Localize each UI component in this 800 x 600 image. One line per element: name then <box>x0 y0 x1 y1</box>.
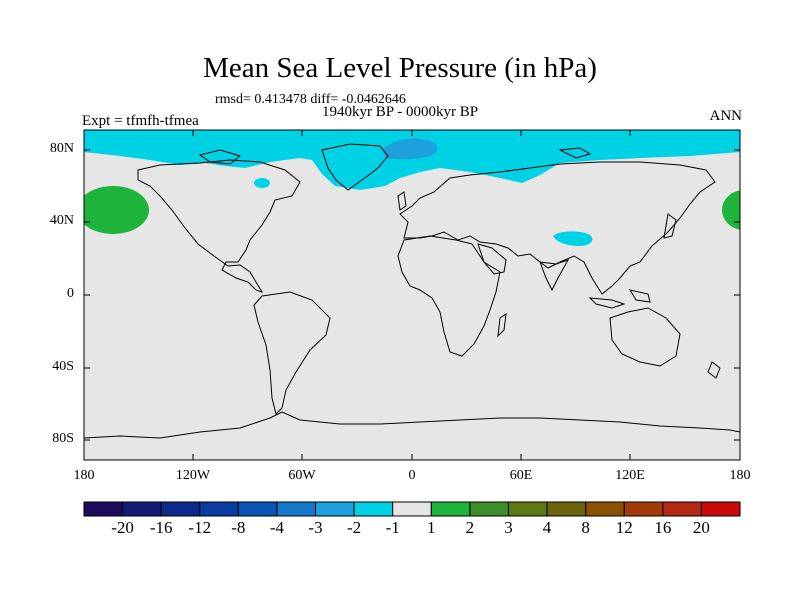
colorbar-swatch <box>199 501 239 517</box>
lat-label-eq: 0 <box>67 286 74 301</box>
colorbar-label: -2 <box>347 518 362 537</box>
colorbar-label: 8 <box>581 518 590 537</box>
colorbar-swatch <box>623 501 664 517</box>
colorbar-label: 4 <box>542 518 552 537</box>
lat-label-80s: 80S <box>52 431 74 446</box>
colorbar-label: -1 <box>385 518 400 537</box>
lon-ticks <box>192 130 631 460</box>
greenland-anomaly-region <box>382 138 438 160</box>
rmsd-diff-stats: rmsd= 0.413478 diff= -0.0462646 <box>215 92 406 107</box>
colorbar-swatch <box>83 501 124 517</box>
colorbar-label: -16 <box>149 518 173 537</box>
colorbar-label: 2 <box>465 518 475 537</box>
colorbar-swatch <box>430 501 471 517</box>
colorbar-swatch <box>237 501 278 517</box>
colorbar-swatch <box>392 501 432 517</box>
lon-label-180e: 180 <box>729 468 751 483</box>
lon-label-180w: 180 <box>73 468 95 483</box>
map-frame <box>83 129 741 461</box>
colorbar-label: -3 <box>308 518 323 537</box>
colorbar-swatch <box>507 501 548 517</box>
colorbar-swatch <box>469 501 509 517</box>
colorbar-label: -4 <box>269 518 285 537</box>
tibet-anomaly-region <box>553 231 593 246</box>
colorbar-label: 16 <box>654 518 672 537</box>
colorbar-swatch <box>353 501 394 517</box>
time-period: 1940kyr BP - 0000kyr BP <box>322 104 479 120</box>
map-title: Mean Sea Level Pressure (in hPa) <box>203 52 597 84</box>
colorbar-label: 20 <box>692 518 710 537</box>
lon-label-120e: 120E <box>615 468 645 483</box>
colorbar-swatch <box>122 501 162 517</box>
map-background <box>84 130 740 460</box>
coastlines <box>84 143 740 439</box>
pacific-high-region-east <box>722 190 740 230</box>
colorbar-label: 12 <box>615 518 633 537</box>
experiment-label: Expt = tfmfh-tfmea <box>82 113 199 129</box>
season-label: ANN <box>709 108 743 124</box>
colorbar <box>83 501 741 517</box>
colorbar-swatch <box>315 501 355 517</box>
lon-label-120w: 120W <box>175 468 211 483</box>
colorbar-swatch <box>700 501 741 517</box>
lat-ticks <box>84 149 740 441</box>
colorbar-label: 1 <box>427 518 436 537</box>
pacific-high-region-west <box>84 186 149 234</box>
lon-label-60w: 60W <box>288 468 316 483</box>
colorbar-label: 3 <box>504 518 513 537</box>
colorbar-swatch <box>546 501 587 517</box>
arctic-anomaly-region <box>84 130 740 190</box>
colorbar-swatch <box>585 501 625 517</box>
colorbar-label: -8 <box>231 518 246 537</box>
lon-label-0: 0 <box>408 468 416 483</box>
lat-label-40n: 40N <box>49 213 74 228</box>
colorbar-label: -12 <box>188 518 212 537</box>
colorbar-label: -20 <box>111 518 134 537</box>
colorbar-swatch <box>276 501 317 517</box>
colorbar-swatch <box>160 501 201 517</box>
lon-label-60e: 60E <box>509 468 533 483</box>
lat-label-40s: 40S <box>52 359 74 374</box>
colorbar-swatch <box>662 501 702 517</box>
lat-label-80n: 80N <box>49 141 74 156</box>
hudson-anomaly-region <box>254 178 270 188</box>
